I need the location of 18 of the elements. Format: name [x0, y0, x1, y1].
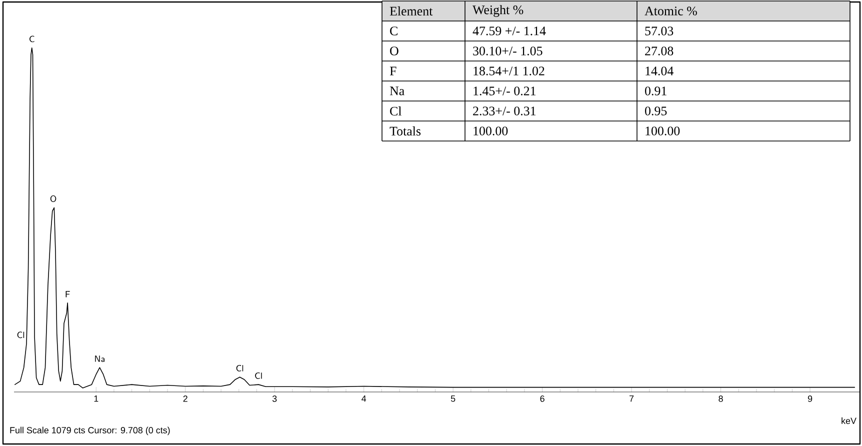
- x-tick-label: 1: [94, 396, 98, 402]
- text: Full Scale 1079 cts Cursor: 9.708 (0 cts): [10, 426, 170, 436]
- x-tick-label: 8: [718, 396, 723, 402]
- x-tick-label: 5: [450, 396, 456, 402]
- x-tick-label: 9: [808, 396, 812, 402]
- annotation: Cl: [17, 332, 24, 338]
- x-tick-label: 6: [540, 396, 544, 402]
- x-tick-label: 3: [272, 396, 277, 402]
- annotation: Cl: [236, 364, 244, 372]
- annotation: Cl: [255, 372, 262, 379]
- x-tick-label: 2: [183, 396, 188, 402]
- annotation: C: [30, 36, 34, 42]
- x-axis-title: keV: [842, 417, 856, 424]
- x-tick-label: 4: [362, 396, 366, 402]
- x-tick-label: 7: [630, 396, 634, 402]
- annotation: Na: [95, 356, 105, 362]
- annotation: F: [66, 291, 70, 298]
- annotation: O: [50, 195, 56, 202]
